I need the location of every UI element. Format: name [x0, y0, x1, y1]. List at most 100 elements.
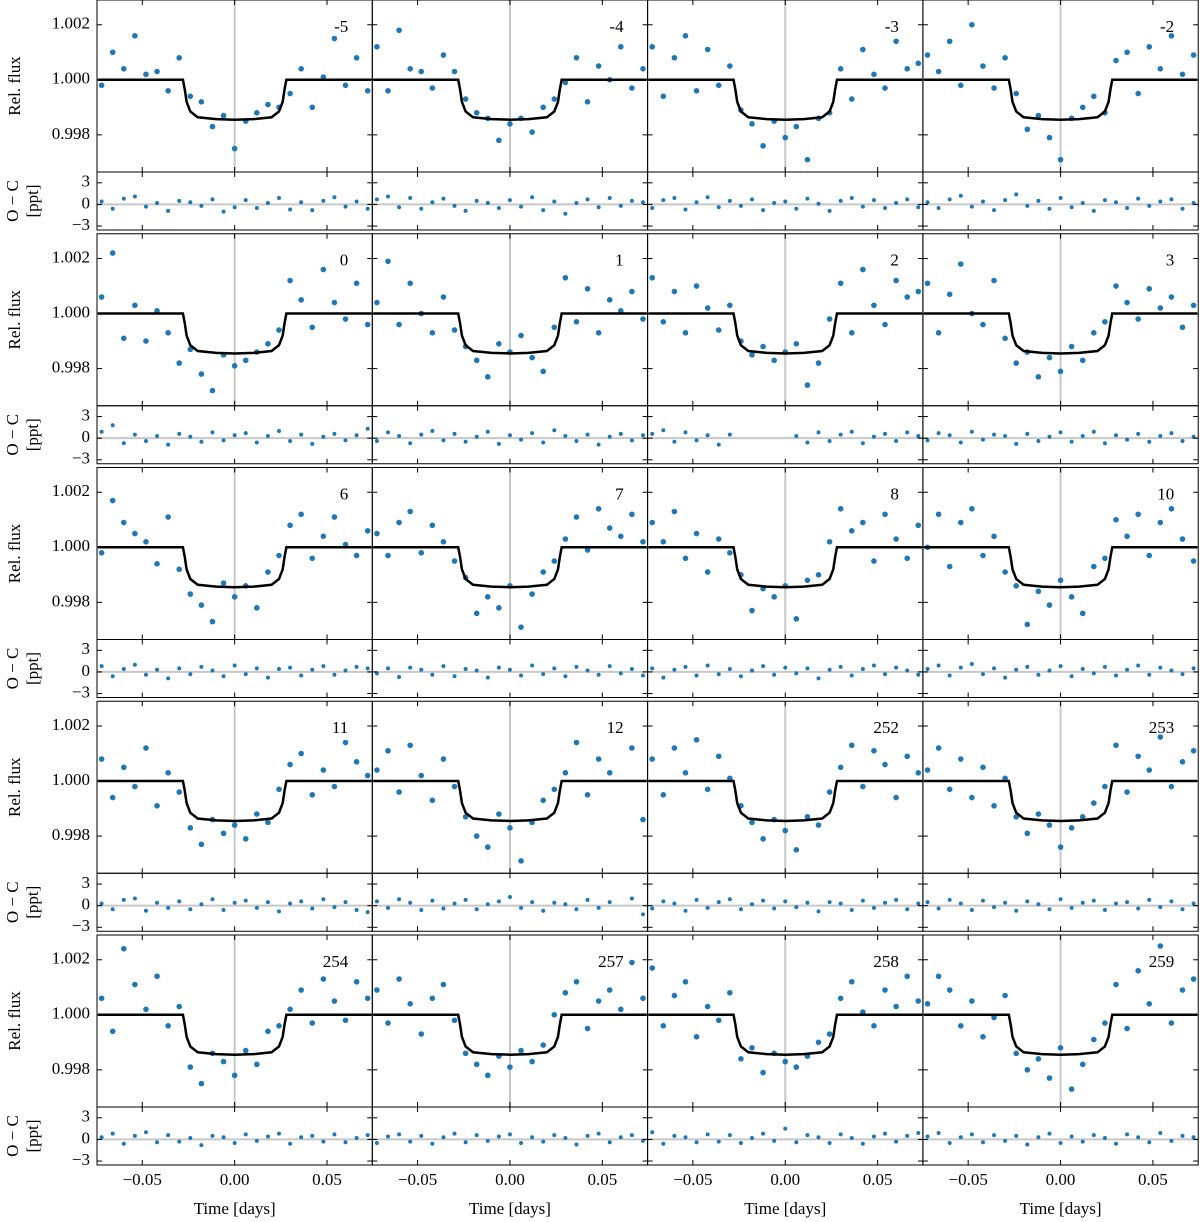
flux-point [860, 46, 866, 53]
residual-point [661, 198, 666, 203]
flux-point [629, 959, 635, 966]
residual-point [916, 434, 921, 439]
flux-point [418, 68, 425, 75]
flux-point [980, 552, 986, 559]
residual-point [585, 668, 590, 673]
residual-point [805, 900, 810, 905]
model-curve [97, 1013, 372, 1056]
flux-point [935, 973, 942, 980]
flux-point [287, 522, 293, 529]
flux-point [473, 357, 480, 364]
residual-point [936, 206, 941, 211]
residual-point [441, 664, 446, 669]
residual-point [474, 668, 479, 673]
flux-point [760, 836, 766, 842]
residual-point [727, 897, 732, 902]
flux-point [176, 54, 183, 61]
residual-point [1136, 663, 1141, 668]
flux-point [760, 143, 766, 149]
residual-point [992, 666, 997, 671]
residual-point [871, 198, 876, 203]
panel-frame [371, 872, 649, 932]
residual-point [860, 898, 865, 903]
y-axis-label: [ppt] [23, 418, 42, 451]
flux-point [473, 110, 480, 116]
flux-point [374, 767, 380, 773]
flux-point [120, 764, 127, 771]
flux-point [924, 52, 931, 58]
residual-point [1080, 667, 1085, 672]
flux-point [682, 32, 689, 39]
residual-point [705, 195, 710, 200]
panel-label: 258 [873, 952, 899, 971]
flux-point [871, 747, 877, 754]
flux-point [573, 514, 580, 520]
residual-point [485, 902, 490, 907]
model-curve [923, 78, 1198, 121]
flux-point [837, 995, 844, 1002]
flux-point [132, 32, 138, 39]
residual-point [541, 672, 546, 677]
flux-point [1135, 90, 1141, 97]
flux-point [749, 1045, 755, 1051]
residual-point [199, 664, 204, 669]
residual-point [374, 197, 379, 202]
flux-point [385, 552, 391, 559]
flux-point [451, 68, 458, 75]
x-tick-label: 0.00 [1046, 1170, 1076, 1189]
flux-point [364, 527, 371, 534]
flux-point [242, 836, 249, 842]
residual-point [1058, 430, 1063, 435]
flux-point [198, 1080, 205, 1087]
residual-point [276, 667, 281, 672]
residual-point [1113, 433, 1118, 438]
residual-point [1036, 198, 1041, 203]
residual-point [541, 908, 546, 913]
x-tick-label: 0.05 [587, 1170, 617, 1189]
residual-point [1047, 668, 1052, 673]
residual-point [1058, 1141, 1063, 1146]
panel-frame [922, 872, 1199, 932]
flux-point [462, 814, 469, 820]
residual-point [783, 1126, 788, 1131]
residual-point [969, 429, 974, 434]
residual-point [563, 211, 568, 216]
y-tick-label: 1.000 [52, 536, 90, 555]
residual-point [1147, 1140, 1152, 1145]
flux-point [682, 555, 689, 562]
flux-point [254, 605, 260, 611]
residual-point [1113, 200, 1118, 205]
residual-point [1158, 665, 1163, 670]
flux-point [540, 569, 547, 575]
residual-point [177, 431, 182, 436]
flux-point [826, 539, 833, 545]
residual-point [430, 1141, 435, 1146]
flux-point [704, 46, 711, 53]
panel-label: -4 [609, 17, 624, 36]
residual-point [321, 664, 326, 669]
residual-point [254, 440, 259, 445]
residual-point [749, 668, 754, 673]
residual-point [883, 206, 888, 211]
residual-point [232, 1141, 237, 1146]
flux-point [462, 1050, 469, 1057]
residual-point [552, 666, 557, 671]
residual-point [992, 905, 997, 910]
residual-point [221, 674, 226, 679]
y-axis-label: O − C [3, 180, 22, 222]
residual-point [749, 197, 754, 202]
residual-point [288, 207, 293, 212]
residual-point [132, 896, 137, 901]
flux-point [276, 552, 282, 559]
residual-point [1003, 434, 1008, 439]
residual-point [1047, 907, 1052, 912]
residual-point [705, 663, 710, 668]
y-tick-label: 3 [82, 1107, 91, 1126]
flux-point [904, 555, 910, 562]
residual-point [969, 907, 974, 912]
residual-point [1069, 1134, 1074, 1139]
residual-point [365, 666, 370, 671]
flux-point [640, 539, 646, 545]
y-tick-label: 0 [82, 193, 91, 212]
